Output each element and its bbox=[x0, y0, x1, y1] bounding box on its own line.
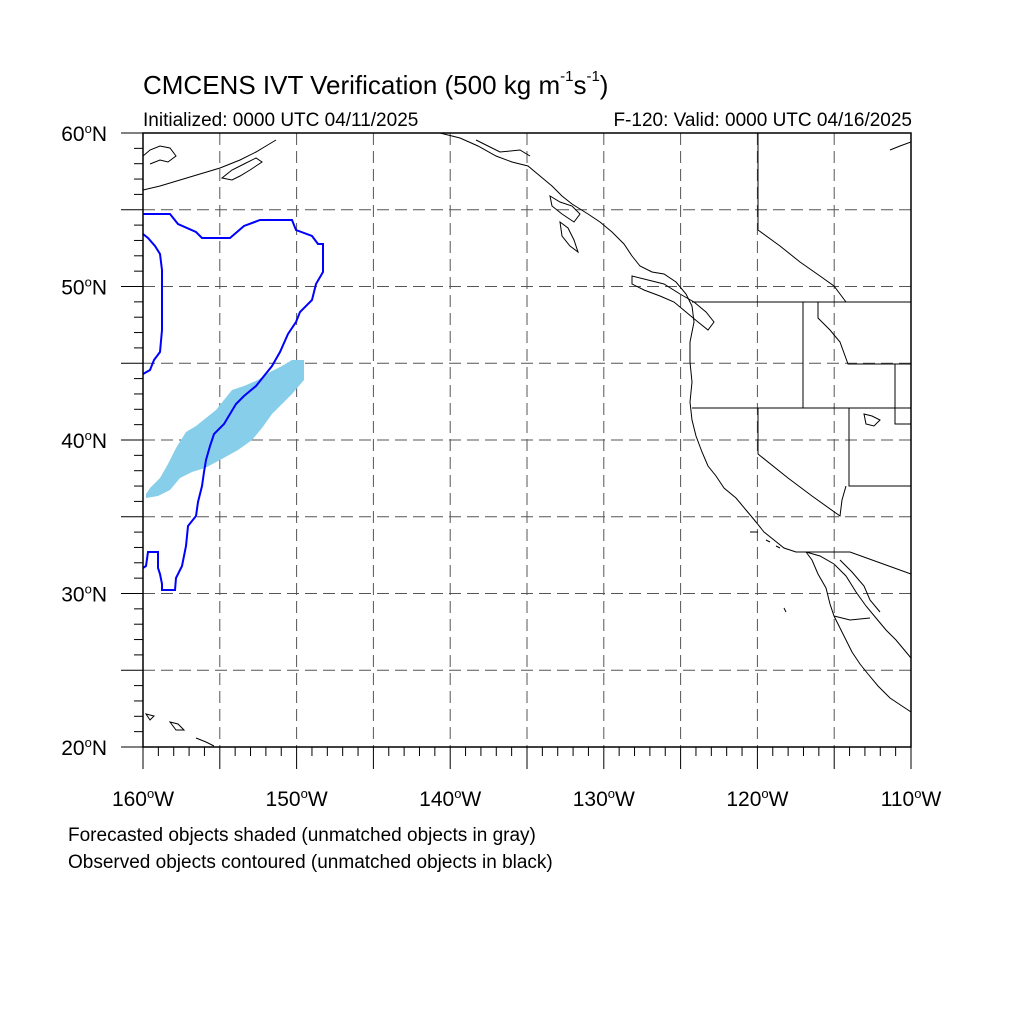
graticule bbox=[143, 133, 911, 747]
lat-label: 20oN bbox=[61, 735, 107, 760]
lat-label: 40oN bbox=[61, 428, 107, 453]
political-boundaries bbox=[692, 133, 911, 621]
lat-label: 60oN bbox=[61, 121, 107, 146]
latitude-labels: 60oN 50oN 40oN 30oN 20oN bbox=[61, 121, 107, 760]
observed-ivt-contour-west bbox=[143, 233, 163, 375]
lon-label: 110oW bbox=[881, 786, 942, 811]
initialized-time: Initialized: 0000 UTC 04/11/2025 bbox=[143, 110, 419, 131]
lon-label: 150oW bbox=[266, 786, 328, 811]
lat-label: 30oN bbox=[61, 582, 107, 607]
observed-ivt-contour-east bbox=[143, 213, 324, 591]
longitude-labels: 160oW 150oW 140oW 130oW 120oW 110oW bbox=[112, 786, 942, 811]
observed-legend-note: Observed objects contoured (unmatched ob… bbox=[68, 852, 553, 873]
lon-label: 130oW bbox=[573, 786, 635, 811]
lat-label: 50oN bbox=[61, 275, 107, 300]
lon-label: 160oW bbox=[112, 786, 174, 811]
coastlines bbox=[143, 133, 911, 747]
map-title: CMCENS IVT Verification (500 kg m-1s-1) bbox=[143, 68, 609, 100]
forecast-ivt-object bbox=[146, 360, 304, 498]
valid-time: F-120: Valid: 0000 UTC 04/16/2025 bbox=[613, 110, 912, 131]
axis-ticks bbox=[121, 132, 912, 769]
forecast-legend-note: Forecasted objects shaded (unmatched obj… bbox=[68, 825, 536, 846]
lon-label: 140oW bbox=[419, 786, 481, 811]
lon-label: 120oW bbox=[726, 786, 788, 811]
